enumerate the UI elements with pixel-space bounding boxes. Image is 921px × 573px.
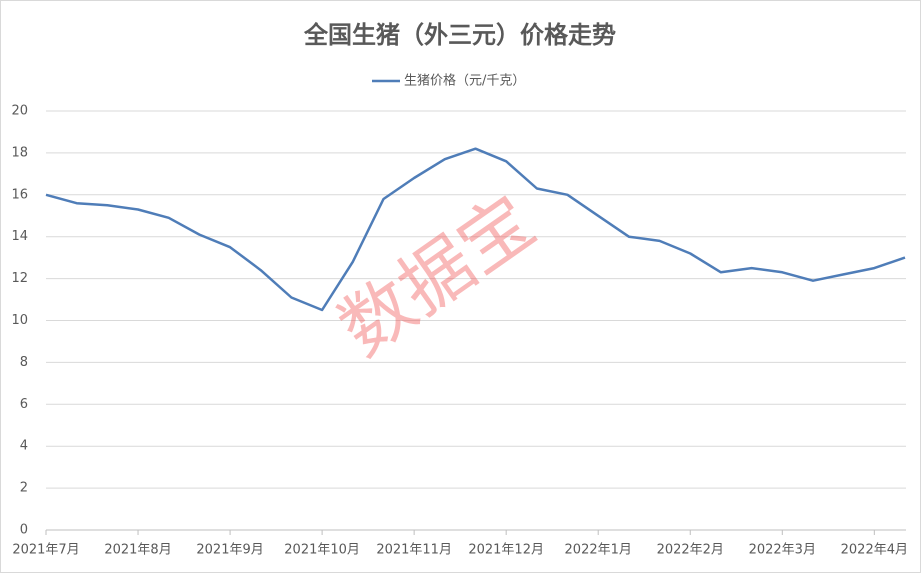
- x-tick-label: 2022年4月: [841, 543, 908, 558]
- y-tick-label: 8: [20, 355, 28, 370]
- y-tick-label: 14: [11, 229, 28, 244]
- y-tick-label: 12: [11, 271, 28, 286]
- y-tick-label: 10: [11, 313, 28, 328]
- x-tick-label: 2021年12月: [468, 543, 544, 558]
- y-tick-label: 4: [20, 439, 28, 454]
- y-tick-label: 16: [11, 187, 28, 202]
- x-tick-label: 2022年1月: [565, 543, 632, 558]
- y-tick-label: 0: [20, 523, 28, 538]
- line-series: [45, 147, 906, 312]
- x-tick-label: 2021年7月: [12, 543, 79, 558]
- chart-title: 全国生猪（外三元）价格走势: [303, 21, 616, 49]
- x-tick-label: 2022年3月: [749, 543, 816, 558]
- x-tick-label: 2021年9月: [196, 543, 263, 558]
- y-tick-label: 18: [11, 145, 28, 160]
- legend-label: 生猪价格（元/千克）: [404, 73, 525, 89]
- x-tick-label: 2021年8月: [104, 543, 171, 558]
- x-tick-label: 2021年11月: [376, 543, 452, 558]
- y-tick-label: 2: [20, 481, 28, 496]
- y-tick-label: 20: [11, 104, 28, 119]
- y-tick-label: 6: [20, 397, 28, 412]
- x-tick-label: 2022年2月: [657, 543, 724, 558]
- x-tick-label: 2021年10月: [284, 543, 360, 558]
